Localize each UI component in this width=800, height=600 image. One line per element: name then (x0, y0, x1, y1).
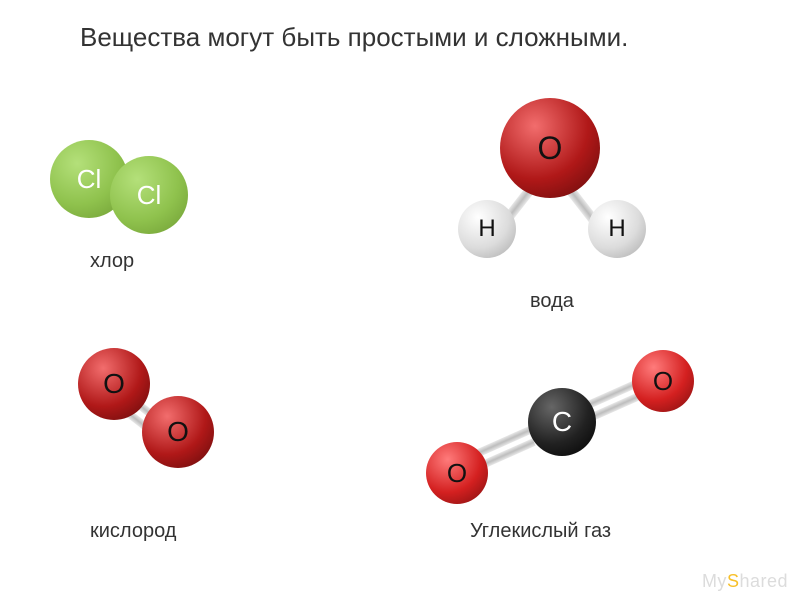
atom-o2-1: O (78, 348, 150, 420)
molecule-co2: O O C (420, 340, 740, 520)
atom-o-water: O (500, 98, 600, 198)
molecule-water: H H O (440, 90, 700, 270)
atom-h-left: H (458, 200, 516, 258)
label-water: вода (530, 290, 574, 313)
page-title: Вещества могут быть простыми и сложными. (80, 22, 760, 53)
atom-cl-2: Cl (110, 156, 188, 234)
label-oxygen: кислород (90, 520, 176, 543)
label-chlorine: хлор (90, 250, 134, 273)
atom-o2-2: O (142, 396, 214, 468)
atom-co2-o-left: O (426, 442, 488, 504)
molecule-chlorine: Cl Cl (40, 120, 240, 250)
label-co2: Углекислый газ (470, 520, 611, 543)
molecule-oxygen: O O (60, 330, 260, 490)
atom-co2-o-right: O (632, 350, 694, 412)
atom-co2-c: C (528, 388, 596, 456)
watermark: MyShared (702, 571, 788, 592)
atom-h-right: H (588, 200, 646, 258)
